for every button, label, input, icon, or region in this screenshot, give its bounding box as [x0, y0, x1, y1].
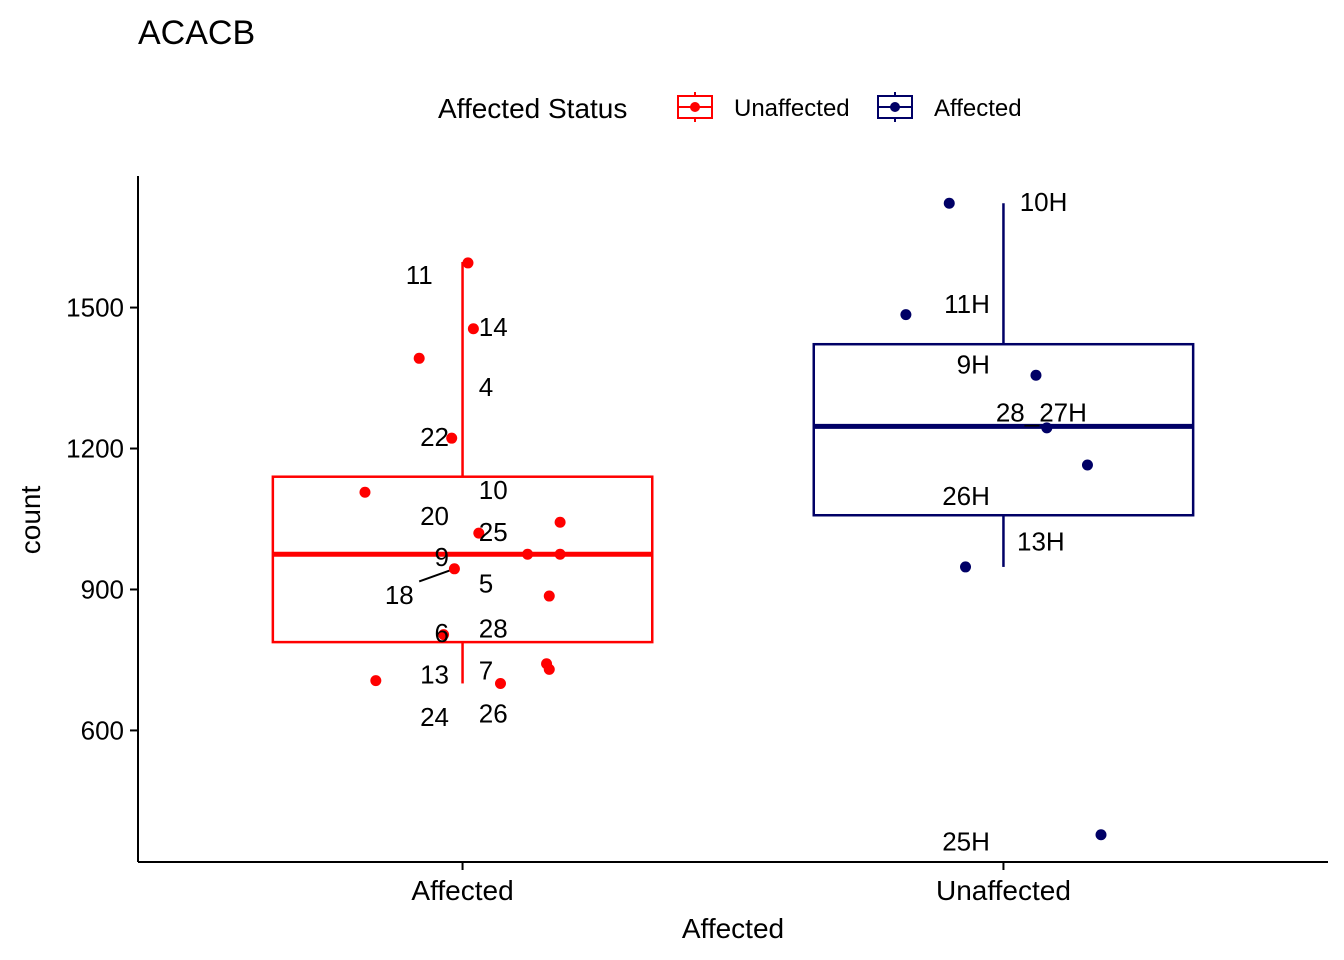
data-label: 10H	[1020, 187, 1068, 217]
legend-title: Affected Status	[438, 93, 627, 124]
data-label: 25	[479, 517, 508, 547]
data-point	[370, 675, 382, 687]
data-label: 28_27H	[996, 398, 1087, 428]
data-label: 13H	[1017, 526, 1065, 556]
data-label: 7	[479, 656, 493, 686]
box-iqr	[812, 342, 1195, 517]
data-point	[359, 486, 371, 498]
data-point	[1095, 829, 1107, 841]
data-point	[462, 257, 474, 269]
legend-item: Affected	[877, 92, 1022, 122]
data-label: 11H	[944, 289, 990, 319]
data-point	[522, 548, 534, 560]
data-label: 28	[479, 613, 508, 643]
legend-items: Unaffected Affected	[677, 92, 1022, 122]
data-point	[554, 516, 566, 528]
data-point	[543, 590, 555, 602]
data-point	[1041, 422, 1053, 434]
data-label: 26	[479, 698, 508, 728]
label-connector	[418, 567, 455, 583]
data-point	[1030, 369, 1042, 381]
legend-label: Affected	[934, 95, 1022, 122]
data-label: 18	[385, 580, 414, 610]
data-point	[494, 677, 506, 689]
data-point	[554, 548, 566, 560]
data-point	[467, 323, 479, 335]
y-tick-label: 1500	[66, 293, 124, 323]
y-axis-title: count	[15, 486, 46, 555]
data-label: 20	[420, 501, 449, 531]
data-point	[413, 352, 425, 364]
legend-label: Unaffected	[734, 95, 850, 122]
y-tick-label: 900	[81, 574, 124, 604]
chart-title: ACACB	[138, 14, 255, 52]
data-label: 9H	[957, 349, 990, 379]
x-axis-title: Affected	[682, 913, 784, 944]
data-label: 14	[479, 312, 508, 342]
data-label: 24	[420, 702, 449, 732]
y-tick-label: 600	[81, 715, 124, 745]
data-label: 25H	[942, 826, 990, 856]
data-label: 11	[406, 260, 433, 290]
data-point	[473, 527, 485, 539]
data-point	[943, 197, 955, 209]
y-tick-label: 1200	[66, 434, 124, 464]
data-point	[1081, 459, 1093, 471]
data-label: 22	[420, 422, 449, 452]
legend: Affected Status Unaffected Affected	[438, 92, 1022, 124]
data-label: 5	[479, 568, 493, 598]
x-tick-label: Unaffected	[936, 875, 1071, 906]
data-label: 10	[479, 475, 508, 505]
data-label: 6	[435, 618, 449, 648]
legend-key-point	[890, 102, 900, 112]
legend-key-point	[690, 102, 700, 112]
data-point	[446, 432, 458, 444]
data-point	[900, 309, 912, 321]
x-tick-label: Affected	[411, 875, 513, 906]
box-iqr	[271, 475, 654, 644]
data-label: 4	[479, 372, 493, 402]
legend-item: Unaffected	[677, 92, 850, 122]
plot-area: 600 900 1200 1500 Affected Unaffected 11 14 4 22 1…	[66, 176, 1328, 906]
data-point	[960, 561, 972, 573]
data-point	[543, 663, 555, 675]
data-point	[438, 629, 450, 641]
data-label: 9	[435, 542, 449, 572]
data-label: 26H	[942, 481, 990, 511]
data-point	[448, 563, 460, 575]
data-label: 13	[420, 659, 449, 689]
